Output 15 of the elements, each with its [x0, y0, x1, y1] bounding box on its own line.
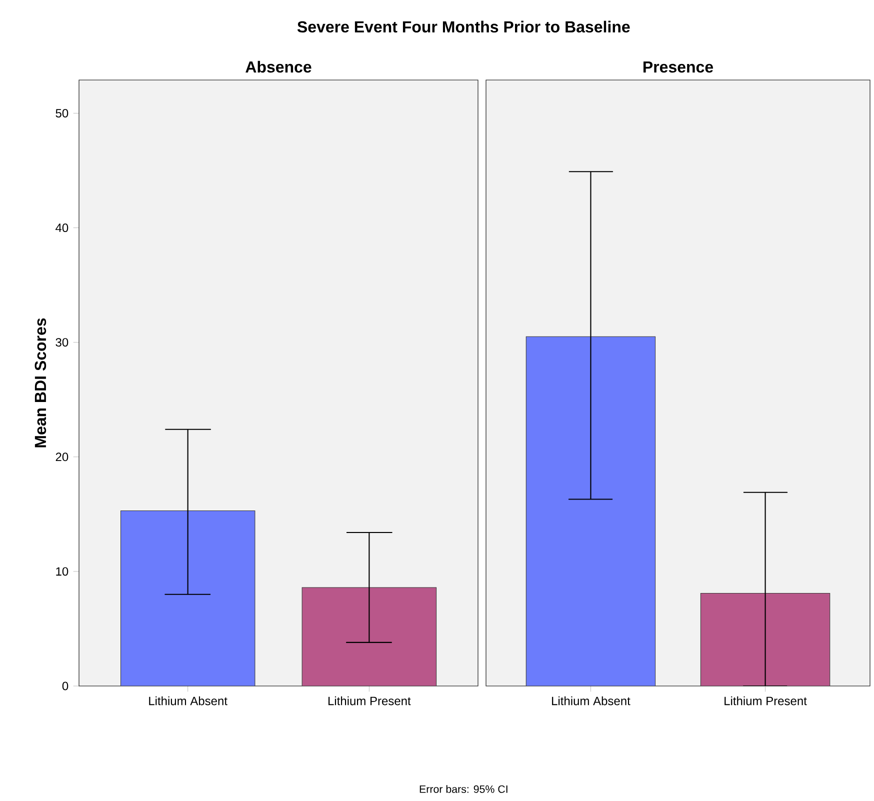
chart-title: Severe Event Four Months Prior to Baseline	[297, 20, 630, 33]
x-tick-label: Lithium Absent	[552, 696, 630, 706]
y-tick-label: 0	[62, 682, 68, 690]
y-tick-label: 50	[56, 108, 68, 118]
x-tick-label: Lithium Absent	[149, 696, 228, 706]
chart-subtitle: Presence	[643, 61, 714, 73]
y-tick-label: 30	[56, 338, 68, 347]
y-tick-label: 10	[56, 567, 68, 576]
y-axis-title: Mean BDI Scores	[34, 318, 46, 448]
y-tick-label: 40	[56, 224, 68, 232]
x-tick-label: Lithium Present	[724, 696, 807, 706]
y-tick-label: 20	[56, 452, 68, 462]
text: Error bars: 95% CI	[420, 785, 508, 793]
chart-subtitle: Absence	[246, 60, 312, 73]
x-tick-label: Lithium Present	[328, 696, 411, 706]
